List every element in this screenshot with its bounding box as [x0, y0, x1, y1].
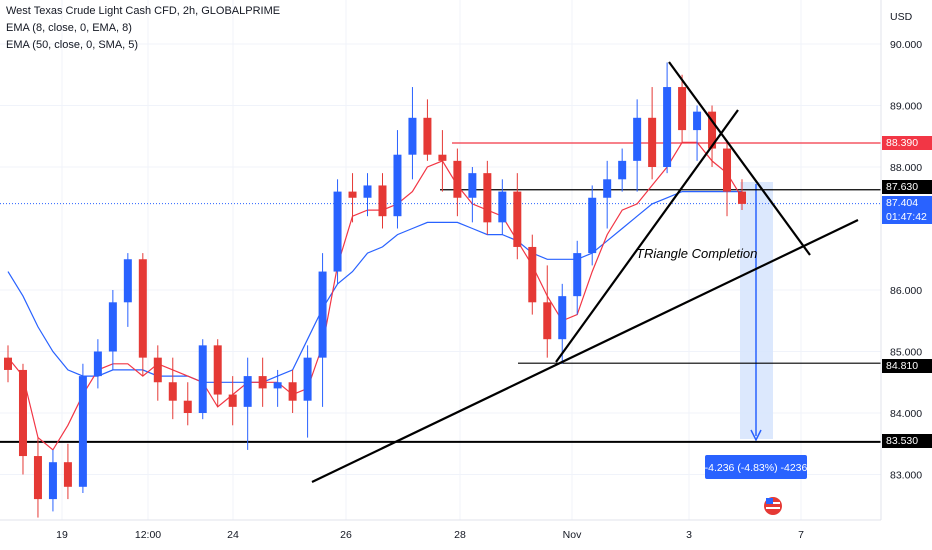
- x-tick-label: 26: [340, 529, 352, 541]
- ema50-line: [7, 191, 742, 383]
- candle: [108, 290, 117, 370]
- x-tick-label: Nov: [563, 529, 582, 541]
- candle: [333, 179, 342, 284]
- candle: [273, 369, 282, 407]
- candle: [483, 160, 492, 235]
- candle: [363, 173, 372, 217]
- time-axis-ticks: 19 12:00 24 26 28 Nov 3 7: [56, 529, 804, 541]
- top-level-badge: 87.630: [882, 180, 932, 194]
- measure-label: -4.236 (-4.83%) -4236: [705, 462, 808, 474]
- trendlines[interactable]: [311, 61, 859, 483]
- candle: [543, 265, 552, 358]
- candle: [18, 363, 27, 475]
- candle: [573, 240, 582, 315]
- candle: [93, 339, 102, 389]
- candle: [588, 185, 597, 266]
- candle: [513, 173, 522, 260]
- lower-support-trendline[interactable]: [311, 219, 859, 483]
- y-tick-label: 85.000: [890, 347, 922, 359]
- candle: [678, 74, 687, 143]
- triangle-right-trendline[interactable]: [668, 61, 811, 256]
- candle: [453, 148, 462, 217]
- grid: [0, 0, 881, 520]
- y-tick-label: 83.000: [890, 470, 922, 482]
- candle: [198, 339, 207, 420]
- candle: [153, 345, 162, 401]
- y-tick-label: 88.000: [890, 162, 922, 174]
- y-tick-label: 89.000: [890, 101, 922, 113]
- candle: [633, 99, 642, 192]
- current-price-badge: 87.404: [882, 196, 932, 210]
- countdown-badge: 01:47:42: [882, 210, 932, 224]
- candle: [63, 443, 72, 500]
- candle: [168, 357, 177, 420]
- triangle-left-trendline[interactable]: [555, 109, 739, 363]
- x-tick-label: 12:00: [135, 529, 161, 541]
- candle: [4, 345, 12, 383]
- chart-title[interactable]: West Texas Crude Light Cash CFD, 2h, GLO…: [6, 5, 281, 17]
- candle: [528, 234, 537, 315]
- candle: [393, 130, 402, 229]
- candle: [468, 167, 477, 223]
- x-tick-label: 28: [454, 529, 466, 541]
- candle: [183, 382, 192, 426]
- candle: [348, 173, 357, 223]
- candle: [318, 253, 327, 407]
- candle: [618, 148, 627, 192]
- candle: [663, 62, 672, 174]
- candle: [558, 283, 567, 364]
- candle: [138, 253, 147, 377]
- candle: [408, 87, 417, 180]
- measure-arrow-head: [750, 429, 762, 442]
- candle: [243, 357, 252, 450]
- triangle-completion-label: TRiangle Completion: [636, 246, 757, 261]
- price-axis-ticks: 90.000 89.000 88.000 86.000 85.000 84.000 83.0…: [890, 39, 922, 482]
- x-tick-label: 3: [686, 529, 692, 541]
- ema50-polyline: [7, 191, 742, 383]
- support-level-badge: 84.810: [882, 359, 932, 373]
- candle: [693, 105, 702, 161]
- ema8-line: [7, 141, 743, 451]
- measure-label-box: [705, 455, 807, 479]
- candle: [378, 173, 387, 229]
- ema50-indicator-label[interactable]: EMA (50, close, 0, SMA, 5): [6, 39, 139, 51]
- x-tick-label: 24: [227, 529, 239, 541]
- red-level-badge: 88.390: [882, 136, 932, 150]
- candle: [603, 160, 612, 229]
- candle: [648, 87, 657, 180]
- candle: [288, 369, 297, 413]
- candle: [228, 376, 237, 426]
- target-level-badge: 83.530: [882, 434, 932, 448]
- currency-label: USD: [890, 11, 913, 23]
- candle: [438, 130, 447, 192]
- us-flag-icon: [764, 497, 782, 515]
- x-tick-label: 19: [56, 529, 68, 541]
- candle: [498, 179, 507, 235]
- candle: [423, 99, 432, 161]
- candle: [33, 437, 42, 518]
- candle: [723, 142, 732, 217]
- candle: [48, 449, 57, 512]
- ema8-indicator-label[interactable]: EMA (8, close, 0, EMA, 8): [6, 22, 132, 34]
- ema8-polyline: [7, 141, 743, 451]
- candle: [213, 339, 222, 407]
- candle: [123, 253, 132, 327]
- candle: [708, 105, 717, 167]
- candle: [303, 345, 312, 438]
- y-tick-label: 90.000: [890, 39, 922, 51]
- candle: [738, 179, 746, 211]
- y-tick-label: 84.000: [890, 408, 922, 420]
- candles: [4, 62, 746, 518]
- candle: [78, 363, 87, 493]
- candle: [258, 357, 267, 407]
- x-tick-label: 7: [798, 529, 804, 541]
- y-tick-label: 86.000: [890, 285, 922, 297]
